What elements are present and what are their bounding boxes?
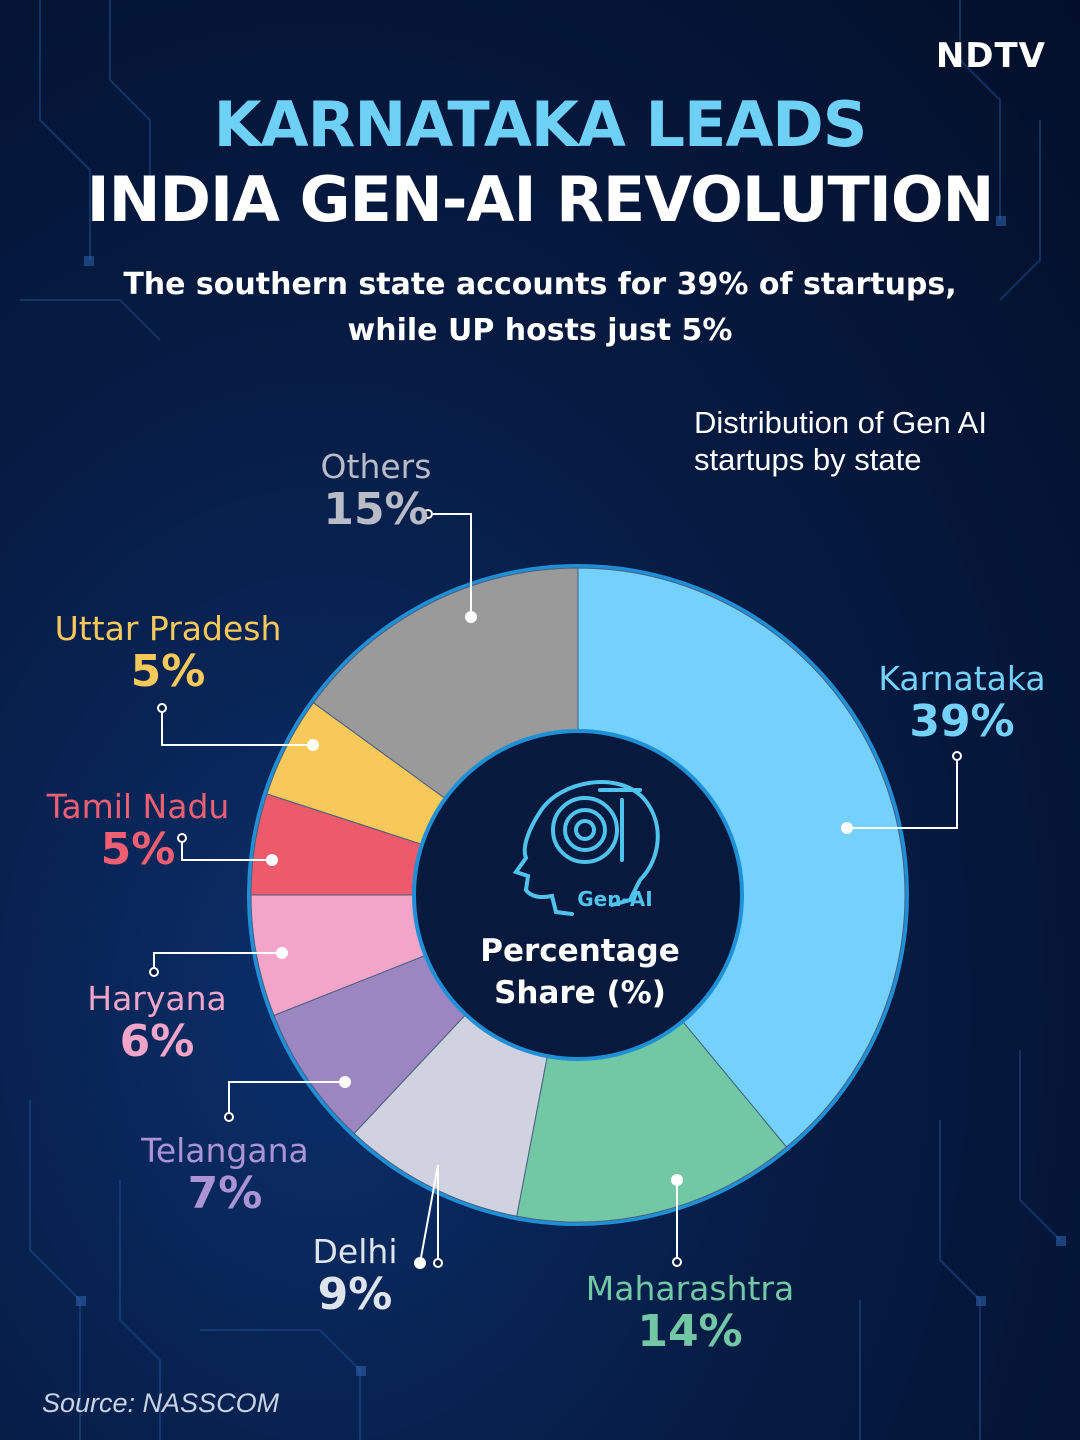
donut-center: Gen-AI Percentage Share (%) [412,729,744,1061]
leader-dot-haryana [149,967,159,977]
ndtv-logo: NDTV [936,36,1046,76]
leader-line-delhi [419,1164,439,1264]
headline-line-2: INDIA GEN-AI REVOLUTION [86,163,995,236]
slice-value-others: 15% [323,484,428,535]
leader-dot-tamil-nadu [177,833,187,843]
leader-dot-others [465,611,477,623]
center-label-line-2: Share (%) [494,975,666,1011]
center-label-line-1: Percentage [480,933,679,969]
subtitle-line-1: The southern state accounts for 39% of s… [123,267,957,302]
slice-label-karnataka: Karnataka [878,659,1045,698]
leader-line-tamil-nadu [181,838,272,861]
slice-value-karnataka: 39% [909,696,1014,747]
donut-outer-ring [247,564,909,1226]
leader-dot-karnataka [952,751,962,761]
leader-dot-uttar-pradesh [157,703,167,713]
slice-label-maharashtra: Maharashtra [586,1269,794,1308]
donut-slices [250,567,906,1223]
slice-label-uttar-pradesh: Uttar Pradesh [55,609,282,648]
logo-text: NDTV [935,36,1046,76]
slice-value-haryana: 6% [120,1016,195,1067]
leader-dot-karnataka [841,822,853,834]
slice-label-others: Others [321,447,432,486]
slice-label-haryana: Haryana [87,979,227,1018]
slice-value-maharashtra: 14% [637,1306,742,1357]
subtitle-line-2: while UP hosts just 5% [347,313,733,348]
leader-dot-others [423,509,433,519]
subtitle: The southern state accounts for 39% of s… [0,262,1080,354]
leader-dot-delhi [414,1257,426,1269]
slice-label-tamil-nadu: Tamil Nadu [46,787,230,826]
leader-line-haryana [153,952,282,972]
donut-hole [412,729,744,1061]
leader-dot-tamil-nadu [266,854,278,866]
slice-value-tamil-nadu: 5% [101,824,176,875]
chart-title: Distribution of Gen AI startups by state [694,405,987,477]
source-note: Source: NASSCOM [42,1388,280,1418]
slice-value-uttar-pradesh: 5% [131,646,206,697]
leader-line-uttar-pradesh [161,708,313,746]
slice-value-telangana: 7% [188,1168,263,1219]
slice-label-delhi: Delhi [313,1232,398,1271]
leader-line-karnataka [847,756,958,829]
leader-line-telangana [228,1081,345,1117]
headline-line-1: KARNATAKA LEADS [213,88,868,161]
slice-label-telangana: Telangana [140,1131,308,1170]
gen-ai-head-icon [512,780,660,916]
leader-dot-maharashtra [671,1174,683,1186]
slice-value-delhi: 9% [318,1269,393,1320]
leader-dot-telangana [224,1112,234,1122]
gen-ai-icon-label: Gen-AI [577,887,652,911]
leader-dot-haryana [276,947,288,959]
leader-dot-maharashtra [672,1257,682,1267]
leader-dot-telangana [339,1076,351,1088]
leader-dot-delhi [433,1258,443,1268]
leader-dot-uttar-pradesh [307,739,319,751]
leader-line-others [428,513,472,617]
